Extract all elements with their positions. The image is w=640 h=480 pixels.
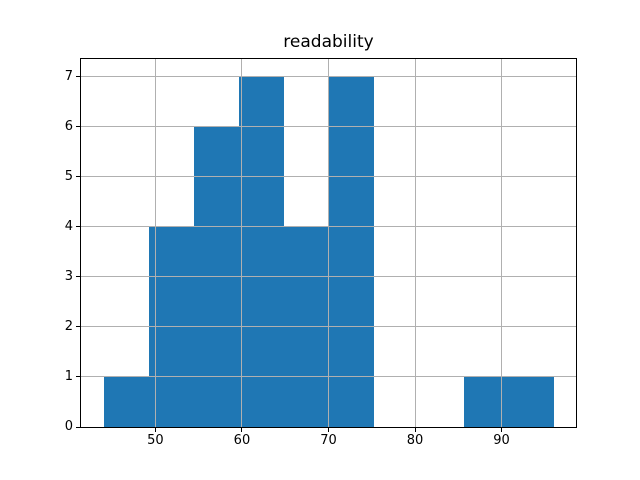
plot-area bbox=[80, 58, 577, 428]
y-tick-label: 5 bbox=[64, 168, 73, 184]
x-tick-label: 70 bbox=[320, 433, 337, 448]
y-gridline bbox=[81, 226, 576, 228]
y-tick-mark bbox=[76, 276, 80, 278]
histogram-bar bbox=[328, 76, 374, 427]
histogram-bar bbox=[103, 376, 149, 427]
chart-title: readability bbox=[283, 32, 374, 52]
y-tick-mark bbox=[76, 376, 80, 378]
x-tick-mark bbox=[154, 428, 156, 432]
y-tick-mark bbox=[76, 126, 80, 128]
y-tick-mark bbox=[76, 76, 80, 78]
x-gridline bbox=[501, 59, 503, 427]
x-gridline bbox=[154, 59, 156, 427]
histogram-bar bbox=[238, 76, 284, 427]
y-tick-mark bbox=[76, 226, 80, 228]
y-tick-label: 2 bbox=[64, 318, 73, 334]
x-tick-label: 60 bbox=[233, 433, 251, 448]
y-tick-label: 3 bbox=[64, 268, 73, 284]
y-tick-label: 4 bbox=[64, 218, 73, 234]
y-tick-label: 0 bbox=[64, 419, 73, 434]
x-gridline bbox=[328, 59, 329, 427]
y-tick-mark bbox=[76, 326, 80, 328]
x-tick-label: 50 bbox=[147, 433, 164, 448]
x-gridline bbox=[414, 59, 416, 427]
histogram-bar bbox=[463, 376, 509, 427]
y-gridline bbox=[81, 76, 576, 78]
y-tick-mark bbox=[76, 426, 80, 428]
x-tick-mark bbox=[414, 428, 416, 432]
y-gridline bbox=[81, 276, 576, 278]
x-tick-mark bbox=[241, 428, 243, 432]
y-tick-label: 6 bbox=[64, 118, 73, 134]
y-tick-mark bbox=[76, 176, 80, 178]
x-tick-mark bbox=[501, 428, 503, 432]
x-tick-label: 80 bbox=[406, 433, 424, 448]
y-tick-label: 1 bbox=[64, 368, 73, 384]
y-gridline bbox=[81, 176, 576, 178]
y-tick-label: 7 bbox=[64, 68, 73, 84]
x-gridline bbox=[241, 59, 243, 427]
x-tick-label: 90 bbox=[493, 433, 510, 448]
y-gridline bbox=[81, 326, 576, 328]
x-tick-mark bbox=[328, 428, 329, 432]
y-gridline bbox=[81, 126, 576, 128]
y-gridline bbox=[81, 376, 576, 378]
histogram-bar bbox=[508, 376, 554, 427]
